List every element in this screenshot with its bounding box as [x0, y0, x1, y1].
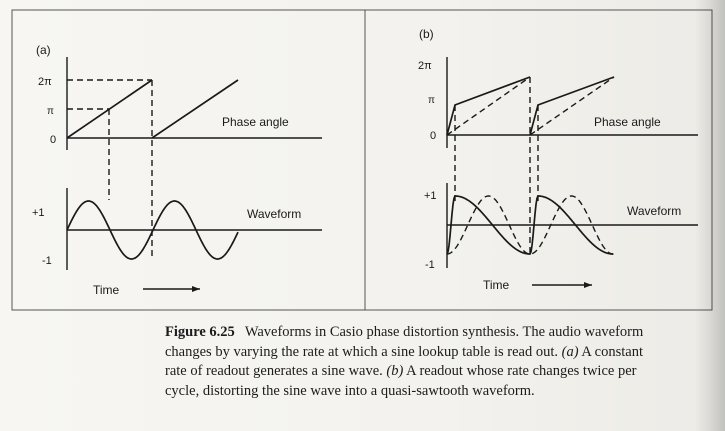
panel-b: (b) 2π π 0 Phase angle +1 -1 Waveform [418, 27, 698, 292]
caption-line-2-rest: A constant [578, 343, 643, 360]
panel-b-tick-pi: π [428, 95, 435, 106]
panel-a-tick-plus1: +1 [32, 207, 45, 219]
panel-a-phase-ramp-2 [151, 79, 239, 139]
caption-line-4: cycle, distorting the sine wave into a q… [165, 382, 725, 402]
caption-line-2-text: changes by varying the rate at which a s… [165, 343, 562, 360]
figure-caption: Figure 6.25 Waveforms in Casio phase dist… [165, 323, 725, 401]
caption-line-3-rest: A readout whose rate changes twice per [403, 363, 637, 379]
panel-b-tick-plus1: +1 [424, 190, 437, 202]
panel-a: (a) 2π π 0 Phase angle +1 -1 Waveform [32, 43, 322, 297]
panel-b-quasi-sawtooth-wave [446, 195, 613, 255]
panel-a-phase-label: Phase angle [222, 115, 289, 129]
panel-a-tick-minus1: -1 [42, 255, 52, 267]
panel-b-linear-ramp-1 [446, 76, 531, 136]
panel-b-wave-label: Waveform [627, 204, 681, 218]
caption-line-1: Figure 6.25 Waveforms in Casio phase dist… [165, 323, 725, 343]
panel-b-reference-sine [446, 195, 615, 255]
panel-b-tick-0: 0 [430, 130, 436, 142]
panel-a-tick-0: 0 [50, 134, 56, 146]
panel-a-time-arrowhead [192, 286, 200, 292]
panel-a-time-label: Time [93, 283, 120, 297]
panel-b-linear-ramp-2 [529, 76, 615, 136]
caption-line-3: rate of readout generates a sine wave. (… [165, 362, 725, 382]
panel-b-tick-minus1: -1 [425, 259, 435, 271]
panel-a-sine-wave [66, 200, 239, 260]
panel-b-time-arrowhead [584, 282, 592, 288]
caption-ref-a: (a) [561, 343, 579, 360]
figure-frame [11, 9, 713, 311]
panel-b-tick-2pi: 2π [418, 60, 432, 72]
figure-diagram: (a) 2π π 0 Phase angle +1 -1 Waveform [11, 9, 713, 311]
panel-b-label: (b) [419, 27, 434, 41]
panel-b-time-label: Time [483, 278, 510, 292]
panel-a-tick-2pi: 2π [38, 76, 52, 88]
caption-line-2: changes by varying the rate at which a s… [165, 343, 725, 363]
caption-figure-label: Figure 6.25 [165, 324, 235, 340]
caption-line-3-text: rate of readout generates a sine wave. [165, 363, 387, 379]
panel-a-label: (a) [36, 43, 51, 57]
panel-a-tick-pi: π [47, 106, 54, 117]
caption-line-4-text: cycle, distorting the sine wave into a q… [165, 382, 535, 399]
panel-b-phase-label: Phase angle [594, 115, 661, 129]
caption-line-1-text: Waveforms in Casio phase distortion synt… [244, 324, 644, 340]
panel-a-wave-label: Waveform [247, 207, 301, 221]
caption-ref-b: (b) [386, 363, 404, 379]
